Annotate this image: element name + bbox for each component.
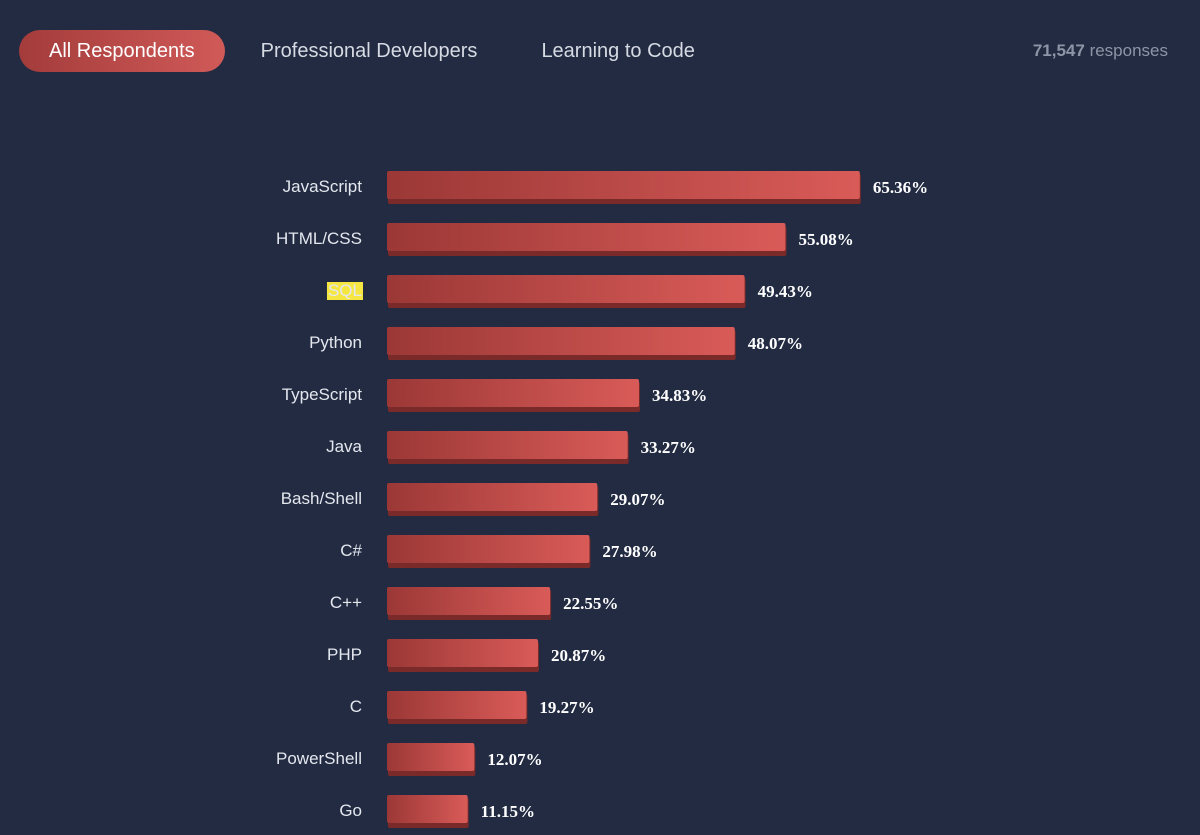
tab-learning-to-code[interactable]: Learning to Code (541, 40, 695, 62)
value-label-typescript: 34.83% (652, 386, 707, 405)
category-label-csharp: C# (340, 541, 362, 560)
bar-bash-shell[interactable] (387, 483, 598, 511)
bar-typescript[interactable] (387, 379, 639, 407)
category-label-typescript: TypeScript (282, 385, 363, 404)
category-label-sql: SQL (328, 281, 362, 300)
bar-c[interactable] (387, 691, 527, 719)
bar-powershell[interactable] (387, 743, 475, 771)
respondent-tabs: All Respondents Professional Developers … (19, 30, 725, 72)
bar-csharp[interactable] (387, 535, 590, 563)
bar-java[interactable] (387, 431, 628, 459)
value-label-csharp: 27.98% (602, 542, 657, 561)
category-label-bash-shell: Bash/Shell (281, 489, 362, 508)
value-label-cplusplus: 22.55% (563, 594, 618, 613)
value-label-c: 19.27% (539, 698, 594, 717)
bar-sql[interactable] (387, 275, 745, 303)
responses-number: 71,547 (1032, 41, 1085, 60)
category-label-c: C (350, 697, 362, 716)
bar-python[interactable] (387, 327, 735, 355)
bar-javascript[interactable] (387, 171, 860, 199)
tab-professional-developers[interactable]: Professional Developers (260, 40, 478, 62)
value-label-go: 11.15% (481, 802, 535, 821)
category-label-powershell: PowerShell (276, 749, 362, 768)
bar-go[interactable] (387, 795, 468, 823)
value-label-java: 33.27% (641, 438, 696, 457)
tab-all-respondents[interactable]: All Respondents (19, 30, 225, 72)
value-label-php: 20.87% (551, 646, 606, 665)
category-label-cplusplus: C++ (330, 593, 362, 612)
category-label-go: Go (339, 801, 362, 820)
responses-suffix: responses (1089, 41, 1168, 60)
value-label-html-css: 55.08% (798, 230, 853, 249)
bar-php[interactable] (387, 639, 538, 667)
responses-count: 71,547 responses (1033, 41, 1168, 61)
category-highlight (326, 282, 363, 300)
value-label-sql: 49.43% (758, 282, 813, 301)
category-label-javascript: JavaScript (283, 177, 363, 196)
category-label-java: Java (326, 437, 362, 456)
value-label-python: 48.07% (748, 334, 803, 353)
bar-html-css[interactable] (387, 223, 786, 251)
value-label-bash-shell: 29.07% (610, 490, 665, 509)
category-label-python: Python (309, 333, 362, 352)
value-label-javascript: 65.36% (873, 178, 928, 197)
bar-cplusplus[interactable] (387, 587, 551, 615)
category-label-html-css: HTML/CSS (276, 229, 362, 248)
value-label-powershell: 12.07% (487, 750, 542, 769)
category-label-php: PHP (327, 645, 362, 664)
